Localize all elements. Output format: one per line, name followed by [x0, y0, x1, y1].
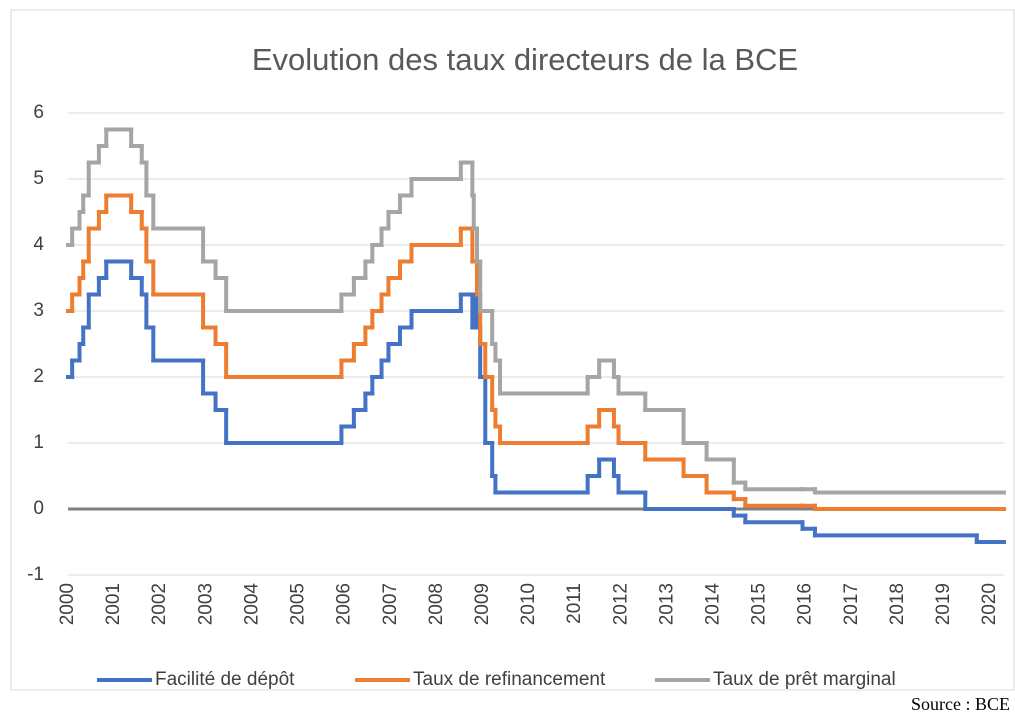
x-tick-label: 2003	[195, 583, 216, 625]
x-tick-label: 2014	[703, 583, 724, 626]
x-tick-label: 2020	[979, 583, 1000, 625]
chart-border	[10, 9, 1015, 691]
legend-label: Taux de refinancement	[413, 669, 606, 690]
y-tick-label: 6	[33, 102, 44, 123]
x-tick-label: 2009	[472, 583, 493, 625]
x-tick-label: 2017	[841, 583, 862, 625]
x-tick-label: 2010	[518, 583, 539, 625]
x-tick-label: 2019	[933, 583, 954, 625]
x-tick-label: 2005	[288, 583, 309, 625]
y-tick-label: 4	[33, 234, 44, 255]
x-tick-label: 2008	[426, 583, 447, 625]
x-tick-label: 2011	[564, 583, 585, 624]
x-tick-label: 2002	[149, 583, 170, 625]
y-tick-label: 3	[33, 300, 44, 321]
y-tick-label: 0	[33, 498, 44, 519]
legend-label: Taux de prêt marginal	[713, 669, 896, 690]
x-tick-label: 2013	[656, 583, 677, 625]
x-tick-label: 2001	[103, 583, 124, 625]
x-tick-label: 2018	[887, 583, 908, 625]
chart-title: Evolution des taux directeurs de la BCE	[252, 42, 798, 77]
x-tick-label: 2012	[610, 583, 631, 625]
x-tick-label: 2007	[380, 583, 401, 625]
legend-label: Facilité de dépôt	[155, 669, 295, 690]
y-tick-label: 5	[33, 168, 44, 189]
y-tick-label: -1	[27, 564, 44, 585]
x-tick-label: 2000	[57, 583, 78, 625]
y-tick-label: 2	[33, 366, 44, 387]
x-tick-label: 2016	[795, 583, 816, 625]
x-tick-label: 2015	[749, 583, 770, 625]
source: Source : BCE	[911, 694, 1010, 714]
x-tick-label: 2004	[241, 583, 262, 626]
y-tick-label: 1	[33, 432, 44, 453]
x-tick-label: 2006	[334, 583, 355, 625]
